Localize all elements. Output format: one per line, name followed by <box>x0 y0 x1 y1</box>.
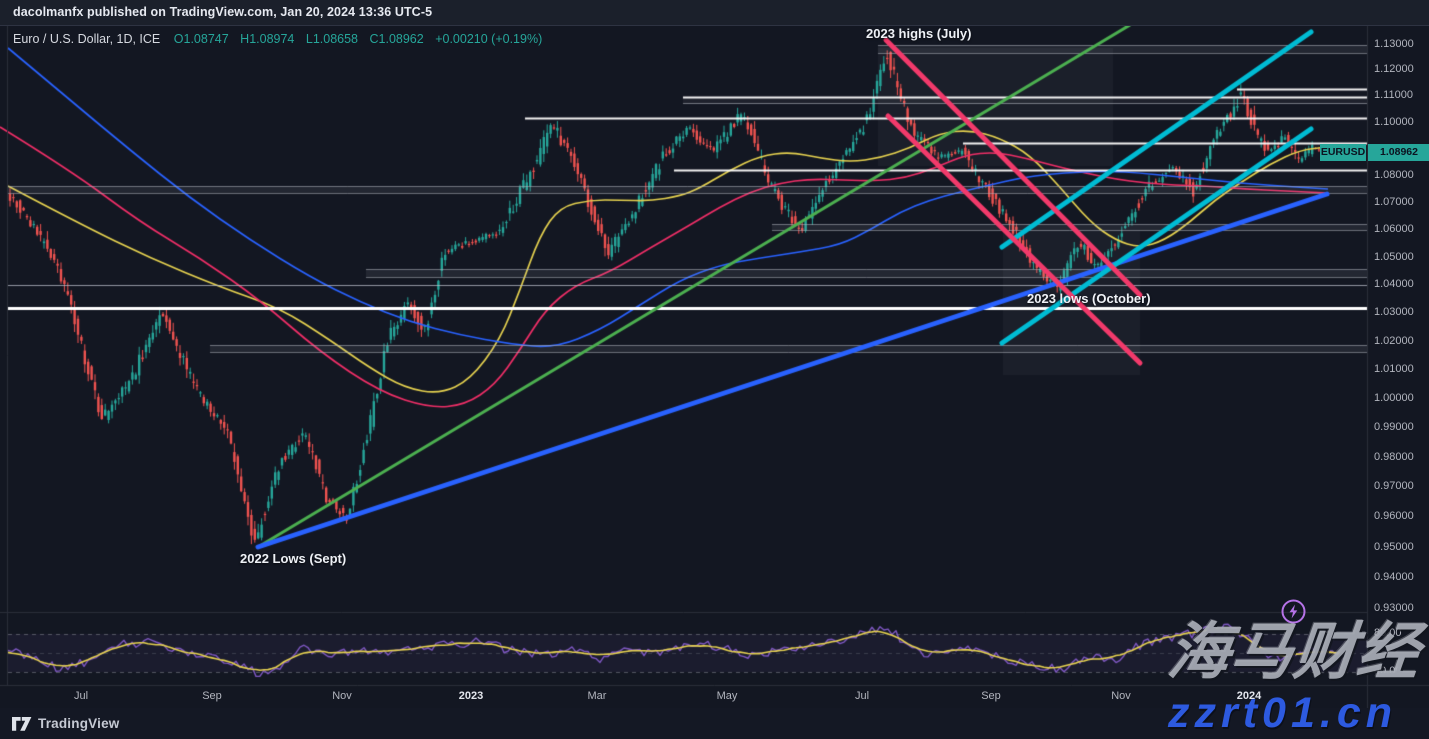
tradingview-wordmark: TradingView <box>38 716 120 731</box>
price-axis-label: 0.94000 <box>1374 571 1414 584</box>
symbol-title: Euro / U.S. Dollar, 1D, ICE <box>13 32 161 46</box>
time-axis-label: Jul <box>73 690 89 702</box>
price-axis-label: 0.99000 <box>1374 421 1414 434</box>
price-axis-label: 1.10000 <box>1374 115 1414 128</box>
published-text: dacolmanfx published on TradingView.com,… <box>13 5 433 19</box>
price-axis-label: 1.06000 <box>1374 223 1414 236</box>
ohlc-close: C1.08962 <box>369 32 424 46</box>
time-axis-label: Nov <box>332 690 352 702</box>
annotation-2023-lows: 2023 lows (October) <box>1027 291 1151 306</box>
time-axis-label: 2023 <box>458 690 484 702</box>
price-axis-label: 1.07000 <box>1374 195 1414 208</box>
price-axis-label: 0.97000 <box>1374 480 1414 493</box>
time-axis-label: May <box>716 690 738 702</box>
price-axis-label: 1.03000 <box>1374 306 1414 319</box>
price-axis-label: 0.98000 <box>1374 450 1414 463</box>
last-price-symbol-tag: EURUSD <box>1320 144 1366 161</box>
time-axis-label: Sep <box>981 690 1001 702</box>
time-axis-label: 2024 <box>1236 690 1262 702</box>
ohlc-low: L1.08658 <box>305 32 359 46</box>
indicator-axis-label: 40.00 <box>1374 665 1402 677</box>
indicator-axis-label: 80.00 <box>1374 627 1402 639</box>
price-axis-label: 0.96000 <box>1374 510 1414 523</box>
time-axis-label: Nov <box>1111 690 1131 702</box>
price-axis-label: 1.08000 <box>1374 168 1414 181</box>
price-axis-label: 1.11000 <box>1374 89 1413 102</box>
change-value: +0.00210 (+0.19%) <box>435 32 543 46</box>
boost-lightning-icon[interactable] <box>1280 598 1307 625</box>
chart-canvas[interactable] <box>0 26 1429 708</box>
price-axis-label: 1.13000 <box>1374 37 1414 50</box>
price-axis-label: 1.00000 <box>1374 392 1414 404</box>
time-axis-label: Sep <box>202 690 222 702</box>
last-price-value-tag: 1.08962 <box>1368 144 1429 161</box>
price-axis-label: 1.04000 <box>1374 278 1414 291</box>
symbol-legend: Euro / U.S. Dollar, 1D, ICE O1.08747 H1.… <box>13 32 542 46</box>
annotation-2023-highs: 2023 highs (July) <box>866 26 972 41</box>
last-price-tag: EURUSD 1.08962 <box>1320 144 1429 161</box>
price-axis-label: 1.05000 <box>1374 250 1414 263</box>
time-axis-label: Jul <box>854 690 870 702</box>
price-axis-label: 0.95000 <box>1374 540 1414 553</box>
tradingview-mark-icon <box>12 716 32 731</box>
time-axis-label: Mar <box>587 690 607 702</box>
chart-frame: Euro / U.S. Dollar, 1D, ICE O1.08747 H1.… <box>0 26 1429 735</box>
annotation-2022-lows: 2022 Lows (Sept) <box>240 551 347 566</box>
price-axis-label: 1.02000 <box>1374 334 1414 347</box>
ohlc-open: O1.08747 <box>173 32 229 46</box>
footer-bar: TradingView <box>0 708 1429 739</box>
published-bar: dacolmanfx published on TradingView.com,… <box>0 0 1429 26</box>
price-axis-label: 0.93000 <box>1374 602 1414 615</box>
ohlc-high: H1.08974 <box>240 32 295 46</box>
price-axis-label: 1.01000 <box>1374 363 1414 376</box>
tradingview-logo[interactable]: TradingView <box>12 716 119 731</box>
price-axis-label: 1.12000 <box>1374 63 1414 76</box>
